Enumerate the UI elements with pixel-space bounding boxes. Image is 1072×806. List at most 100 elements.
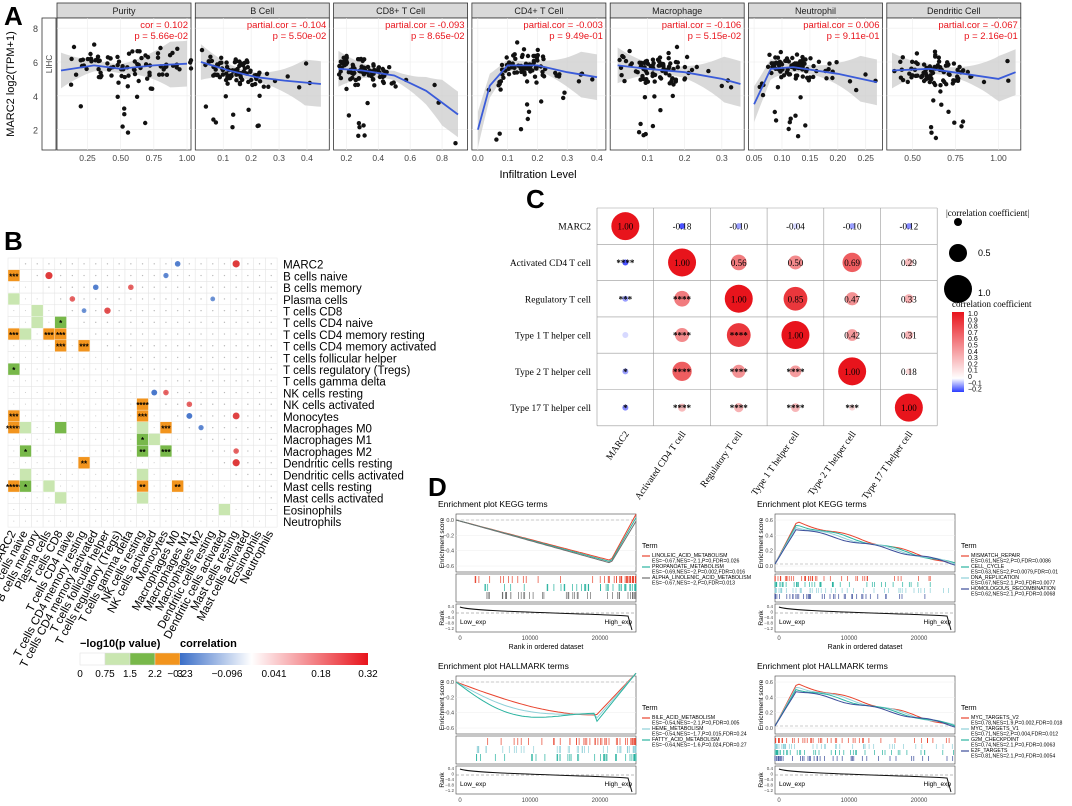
rank-tick-label: −0.8 (445, 621, 454, 626)
corr-dot (235, 274, 237, 277)
corr-dot (247, 473, 249, 476)
corr-dot (270, 403, 272, 405)
scatter-point (105, 61, 110, 66)
corr-dot (83, 286, 85, 288)
facet-title: B Cell (250, 6, 274, 16)
grid-mark (130, 403, 132, 405)
scatter-point (684, 54, 690, 60)
grid-mark (83, 438, 85, 440)
grid-mark (48, 473, 50, 475)
corr-dot (153, 321, 155, 324)
es-tick-label: −0.4 (443, 711, 454, 717)
x-tick-label: 0.50 (112, 153, 129, 163)
scatter-point (71, 44, 77, 50)
es-tick-label: −0.2 (443, 695, 454, 701)
es-tick-label: 0.0 (446, 518, 454, 524)
legend-title: Term (642, 705, 658, 712)
scatter-point (521, 47, 527, 52)
corr-dot (118, 356, 120, 359)
scatter-point (213, 120, 219, 125)
significance-stars: *** (161, 448, 171, 457)
x-tick-label: 1.00 (990, 153, 1007, 163)
scatter-point (93, 58, 98, 63)
grid-mark (177, 473, 179, 475)
correlation-circle (849, 404, 856, 411)
scatter-point (303, 61, 309, 66)
grid-mark (188, 485, 190, 487)
rank-tick-label: 0 (451, 772, 454, 777)
scatter-point (658, 76, 664, 81)
grid-mark (71, 438, 73, 440)
rank-tick-label: −0.8 (764, 783, 773, 788)
significance-stars: **** (730, 403, 749, 413)
corr-dot (223, 321, 226, 324)
grid-mark (106, 391, 108, 393)
correlation-stat: partial.cor = -0.104 (247, 20, 326, 31)
x-tick-label: 0 (458, 798, 462, 804)
scatter-point (930, 70, 936, 76)
grid-mark (212, 497, 214, 499)
row-label: B cells memory (283, 283, 362, 295)
grid-mark (48, 462, 50, 464)
scatter-point (981, 79, 987, 85)
significance-cell (136, 468, 149, 481)
grid-mark (13, 450, 15, 452)
correlation-circle (622, 368, 629, 375)
scatter-point (642, 95, 648, 100)
scatter-point (341, 59, 346, 65)
corr-dot (270, 263, 272, 265)
scatter-point (775, 61, 780, 66)
legend-stat: ES=0.67,NES=2.1,P=0,FDR=0.0077 (971, 581, 1055, 587)
grid-mark (48, 345, 50, 347)
scatter-point (362, 57, 367, 62)
significance-stars: **** (786, 403, 805, 413)
facet-title: Dendritic Cell (927, 6, 981, 16)
grid-mark (13, 310, 15, 312)
diagonal-value: 1.00 (844, 367, 860, 377)
corr-dot (258, 298, 261, 300)
grid-mark (71, 473, 73, 475)
corr-dot (258, 356, 261, 359)
grid-mark (36, 391, 38, 393)
grid-mark (71, 508, 73, 510)
scatter-point (524, 102, 530, 107)
scatter-point (827, 61, 832, 66)
corr-dot (223, 286, 226, 288)
scatter-point (250, 82, 255, 88)
x-tick-label: 10000 (841, 798, 858, 804)
grid-mark (48, 321, 50, 323)
scatter-point (689, 67, 695, 73)
legend-stat: ES=0.78,NES=1.9,P=0.002,FDR=0.018 (971, 721, 1063, 727)
es-panel (455, 675, 637, 735)
grid-mark (13, 473, 15, 475)
scatter-point (675, 65, 680, 70)
scatter-point (115, 62, 120, 68)
scatter-point (376, 66, 381, 71)
grid-mark (36, 438, 38, 440)
scatter-point (223, 94, 228, 99)
legend-p-swatch (104, 652, 131, 666)
scatter-point (356, 121, 362, 126)
significance-cell (218, 503, 231, 516)
rank-tick-label: −0.4 (445, 777, 454, 782)
scatter-point (760, 92, 766, 98)
heatmap-cell (171, 421, 184, 434)
legend-cor-tick: 0.041 (261, 669, 286, 680)
diagonal-circle (611, 212, 640, 241)
grid-mark (165, 462, 167, 464)
corr-dot (258, 368, 261, 370)
significance-stars: **** (730, 367, 749, 377)
scatter-point (623, 58, 629, 64)
scatter-point (541, 56, 546, 62)
scatter-point (773, 118, 779, 123)
grid-mark (13, 497, 15, 499)
corr-dot (106, 274, 109, 277)
corr-dot (247, 438, 249, 441)
scatter-point (830, 75, 835, 81)
grid-mark (153, 427, 155, 429)
scatter-point (224, 71, 229, 76)
corr-dot (118, 333, 120, 335)
scatter-point (938, 89, 943, 94)
grid-mark (95, 462, 97, 464)
x-tick-label: 0.10 (774, 153, 791, 163)
